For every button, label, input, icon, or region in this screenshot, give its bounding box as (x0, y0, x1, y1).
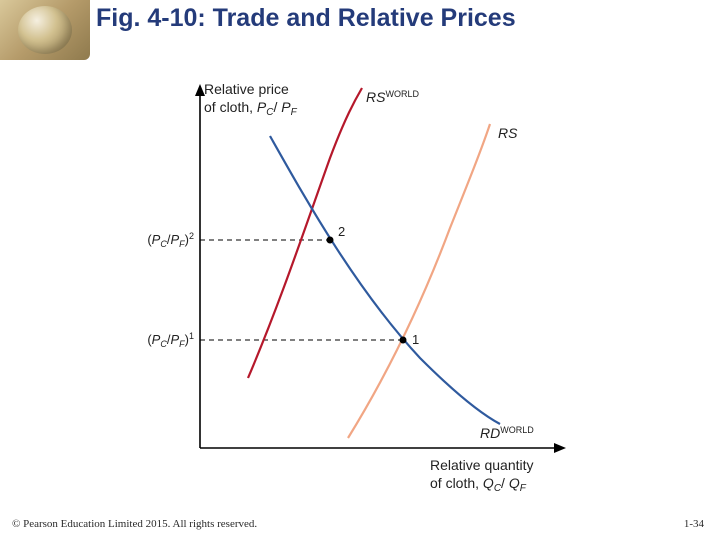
svg-text:1: 1 (412, 332, 419, 347)
svg-text:of cloth, PC/ PF: of cloth, PC/ PF (204, 99, 298, 118)
svg-text:RS: RS (498, 125, 518, 141)
points: 2 1 (327, 224, 420, 347)
curve-rd-world (270, 136, 500, 424)
svg-text:Relative price: Relative price (204, 81, 289, 97)
svg-text:2: 2 (338, 224, 345, 239)
footer-page: 1-34 (684, 518, 704, 530)
svg-text:of cloth, QC/ QF: of cloth, QC/ QF (430, 475, 527, 494)
y-axis-label: Relative price of cloth, PC/ PF (204, 81, 298, 118)
x-axis-label: Relative quantity of cloth, QC/ QF (430, 457, 534, 494)
footer-copyright: © Pearson Education Limited 2015. All ri… (12, 518, 257, 530)
svg-text:(PC/PF)2: (PC/PF)2 (147, 231, 194, 249)
chart-container: Relative price of cloth, PC/ PF RSWORLD … (130, 78, 590, 498)
decorative-globe-thumb (0, 0, 90, 60)
curve-rs (348, 124, 490, 438)
svg-text:Relative quantity: Relative quantity (430, 457, 534, 473)
figure-title: Fig. 4-10: Trade and Relative Prices (96, 4, 706, 33)
svg-text:RDWORLD: RDWORLD (480, 425, 534, 441)
y-tick-labels: (PC/PF)2 (PC/PF)1 (147, 231, 194, 349)
dashed-guides (200, 240, 403, 340)
curve-labels: RSWORLD RS RDWORLD (366, 89, 534, 441)
svg-text:RSWORLD: RSWORLD (366, 89, 419, 105)
svg-text:(PC/PF)1: (PC/PF)1 (147, 331, 194, 349)
chart-svg: Relative price of cloth, PC/ PF RSWORLD … (130, 78, 590, 498)
